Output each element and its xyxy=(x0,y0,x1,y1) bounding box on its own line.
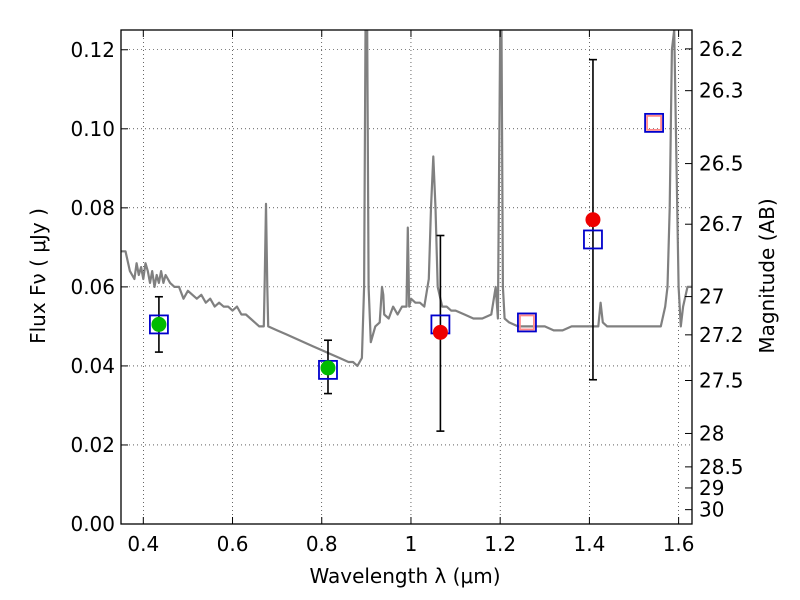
magnitude-tick-label: 27.5 xyxy=(699,369,744,393)
x-tick-label: 1 xyxy=(405,532,418,556)
y-tick-label: 0.00 xyxy=(70,512,115,536)
detection-marker xyxy=(151,316,167,332)
x-tick-label: 1.2 xyxy=(484,532,516,556)
magnitude-axis-label: Magnitude (AB) xyxy=(755,198,779,353)
magnitude-tick-label: 26.2 xyxy=(699,37,744,61)
y-axis: 0.00 0.02 0.04 0.06 0.08 0.10 0.12 xyxy=(70,38,128,536)
y-tick-label: 0.10 xyxy=(70,117,115,141)
y-tick-label: 0.12 xyxy=(70,38,115,62)
model-square-marker xyxy=(583,229,603,250)
detection-marker xyxy=(320,360,336,376)
plot-frame xyxy=(120,29,693,525)
x-tick-label: 0.4 xyxy=(127,532,159,556)
model-inner-square-marker xyxy=(646,114,662,131)
data-points xyxy=(149,58,664,432)
y-tick-label: 0.02 xyxy=(70,433,115,457)
photometry-marker xyxy=(432,324,448,340)
x-tick-label: 0.8 xyxy=(306,532,338,556)
model-square-marker xyxy=(644,112,664,133)
model-square-marker xyxy=(517,312,537,333)
magnitude-tick-label: 30 xyxy=(699,498,724,522)
magnitude-tick-label: 29 xyxy=(699,476,724,500)
magnitude-tick-label: 28.5 xyxy=(699,455,744,479)
spectrum-line xyxy=(121,30,692,367)
magnitude-tick-label: 26.5 xyxy=(699,152,744,176)
x-tick-label: 1.4 xyxy=(573,532,605,556)
magnitude-tick-label: 27.2 xyxy=(699,323,744,347)
photometry-marker xyxy=(585,212,601,228)
plot-border xyxy=(120,29,693,525)
x-axis-label: Wavelength λ (μm) xyxy=(309,564,500,588)
x-axis: 0.4 0.6 0.8 1 1.2 1.4 1.6 xyxy=(127,30,695,556)
magnitude-tick-label: 26.7 xyxy=(699,212,744,236)
magnitude-tick-label: 26.3 xyxy=(699,79,744,103)
model-square-marker xyxy=(149,314,169,335)
y-tick-label: 0.04 xyxy=(70,354,115,378)
magnitude-tick-label: 28 xyxy=(699,421,724,445)
y-tick-label: 0.08 xyxy=(70,196,115,220)
model-inner-square-marker xyxy=(519,314,535,331)
model-spectrum xyxy=(121,30,692,367)
x-tick-label: 1.6 xyxy=(663,532,695,556)
y-tick-label: 0.06 xyxy=(70,275,115,299)
magnitude-tick-label: 27 xyxy=(699,285,724,309)
x-tick-label: 0.6 xyxy=(217,532,249,556)
y-axis-label: Flux Fν ( μJy ) xyxy=(26,208,50,344)
